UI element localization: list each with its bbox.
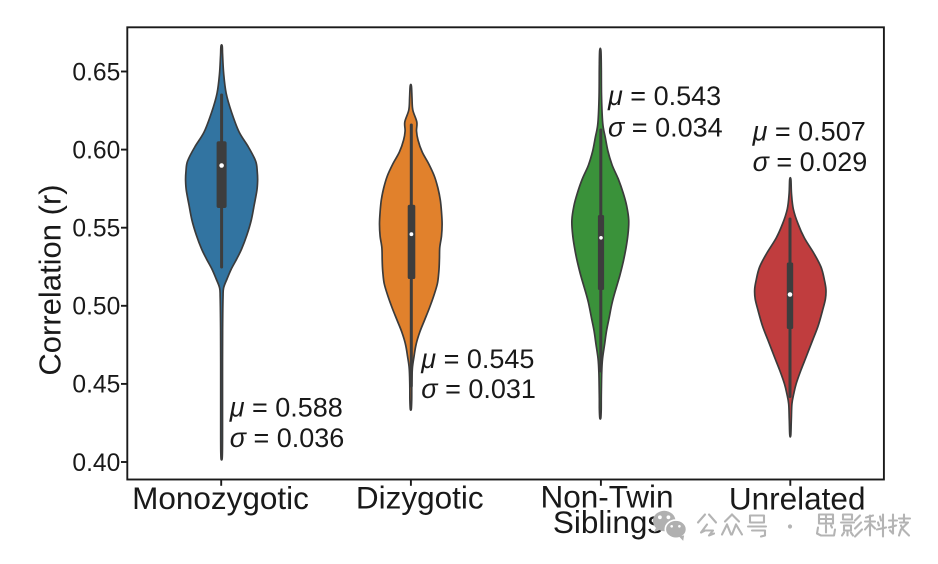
svg-text:Siblings: Siblings — [553, 504, 663, 540]
svg-text:σ = 0.034: σ = 0.034 — [608, 113, 723, 143]
svg-text:0.55: 0.55 — [72, 216, 120, 243]
svg-text:μ = 0.543: μ = 0.543 — [607, 81, 721, 111]
svg-text:0.40: 0.40 — [72, 450, 120, 477]
svg-text:0.60: 0.60 — [72, 137, 120, 164]
svg-text:Unrelated: Unrelated — [729, 481, 866, 517]
svg-text:Correlation (r): Correlation (r) — [33, 184, 68, 375]
svg-text:0.45: 0.45 — [72, 372, 120, 399]
svg-text:μ = 0.507: μ = 0.507 — [752, 117, 866, 147]
svg-text:0.65: 0.65 — [72, 59, 120, 86]
svg-text:0.50: 0.50 — [72, 294, 120, 321]
svg-text:Dizygotic: Dizygotic — [356, 480, 484, 516]
svg-text:σ = 0.036: σ = 0.036 — [230, 423, 345, 453]
svg-text:Non-Twin: Non-Twin — [540, 479, 673, 515]
svg-text:μ = 0.588: μ = 0.588 — [229, 393, 343, 423]
svg-text:μ = 0.545: μ = 0.545 — [420, 344, 534, 374]
svg-text:σ = 0.031: σ = 0.031 — [421, 374, 536, 404]
svg-text:σ = 0.029: σ = 0.029 — [753, 147, 868, 177]
svg-text:Monozygotic: Monozygotic — [132, 480, 309, 516]
